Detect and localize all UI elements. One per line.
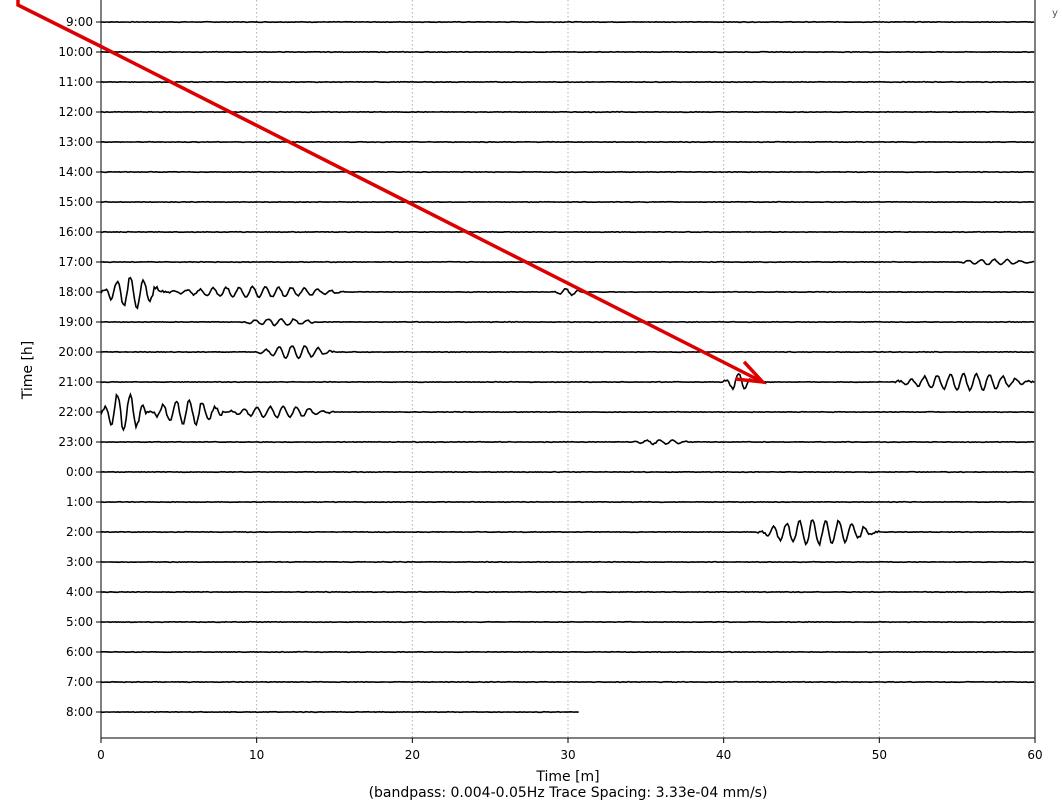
trace-line <box>100 560 1035 564</box>
y-tick-label: 17:00 <box>58 255 93 269</box>
annotation-arrow <box>16 0 768 385</box>
chart-subtitle: (bandpass: 0.004-0.05Hz Trace Spacing: 3… <box>369 785 768 801</box>
trace-line <box>101 200 1035 204</box>
y-tick-label: 23:00 <box>58 435 93 449</box>
x-tick-label: 50 <box>872 748 887 762</box>
y-tick-label: 16:00 <box>58 225 93 239</box>
y-axis-label: Time [h] <box>20 341 36 401</box>
y-tick-label: 7:00 <box>66 675 93 689</box>
x-tick-label: 40 <box>716 748 731 762</box>
y-tick-label: 20:00 <box>58 345 93 359</box>
y-axis-ticks: 9:00 10:00 11:00 12:00 13:00 14:00 15:00 16:00 1… <box>58 15 101 719</box>
annotation-arrow-shaft <box>16 0 760 382</box>
trace-line <box>100 140 1035 144</box>
trace-line <box>100 372 1035 393</box>
y-tick-label: 1:00 <box>66 495 93 509</box>
trace-line <box>100 470 1035 474</box>
trace-line <box>100 110 1035 114</box>
y-tick-label: 18:00 <box>58 285 93 299</box>
y-tick-label: 19:00 <box>58 315 93 329</box>
y-tick-label: 6:00 <box>66 645 93 659</box>
trace-line <box>100 345 1035 360</box>
x-tick-label: 60 <box>1027 748 1042 762</box>
y-tick-label: 15:00 <box>58 195 93 209</box>
y-tick-label: 11:00 <box>58 75 93 89</box>
y-tick-label: 13:00 <box>58 135 93 149</box>
x-axis-ticks: 0 10 20 30 40 50 60 <box>97 738 1043 762</box>
trace-line <box>100 519 1035 547</box>
y-tick-label: 2:00 <box>66 525 93 539</box>
y-tick-label: 3:00 <box>66 555 93 569</box>
trace-line <box>100 620 1035 624</box>
x-tick-label: 0 <box>97 748 105 762</box>
trace-line <box>100 590 1035 594</box>
grid-lines <box>256 0 880 738</box>
annotation-arrow-head <box>735 360 768 385</box>
x-tick-label: 10 <box>249 748 264 762</box>
y-tick-label: 22:00 <box>58 405 93 419</box>
trace-line <box>101 20 1035 24</box>
y-tick-label: 21:00 <box>58 375 93 389</box>
trace-line <box>100 439 1035 446</box>
trace-line <box>100 392 1035 432</box>
trace-line <box>100 80 1035 84</box>
y-tick-label: 5:00 <box>66 615 93 629</box>
x-tick-label: 30 <box>560 748 575 762</box>
x-tick-label: 20 <box>405 748 420 762</box>
right-edge-text: y <box>1052 8 1058 19</box>
x-axis-label: Time [m] <box>535 769 599 785</box>
y-tick-label: 12:00 <box>58 105 93 119</box>
y-tick-label: 9:00 <box>66 15 93 29</box>
trace-line <box>100 50 1035 54</box>
trace-line <box>100 258 1035 266</box>
trace-rows <box>100 20 1035 714</box>
trace-line <box>100 276 1035 310</box>
trace-line <box>100 500 1035 504</box>
trace-line <box>100 710 579 714</box>
trace-line <box>100 680 1035 684</box>
y-tick-label: 10:00 <box>58 45 93 59</box>
y-tick-label: 0:00 <box>66 465 93 479</box>
y-tick-label: 4:00 <box>66 585 93 599</box>
trace-line <box>100 650 1035 654</box>
y-tick-label: 14:00 <box>58 165 93 179</box>
trace-line <box>100 170 1035 174</box>
y-tick-label: 8:00 <box>66 705 93 719</box>
trace-line <box>101 317 1035 327</box>
trace-line <box>100 230 1035 234</box>
